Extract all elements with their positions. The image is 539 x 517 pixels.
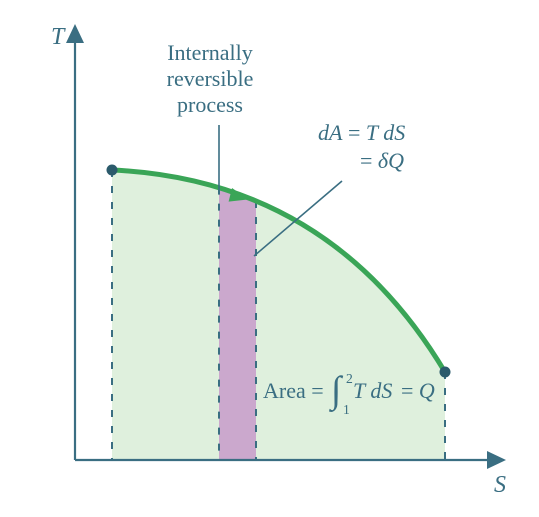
y-axis-label: T xyxy=(51,24,66,50)
differential-strip xyxy=(219,188,256,460)
svg-text:Area =: Area = xyxy=(263,378,324,403)
process-label-line3: process xyxy=(177,92,243,117)
svg-text:2: 2 xyxy=(346,371,353,386)
process-label-line2: reversible xyxy=(167,66,254,91)
ts-diagram: T S Internally reversible process dA = T… xyxy=(0,0,539,517)
dA-formula-line1: dA = T dS xyxy=(318,120,405,145)
state-point-1 xyxy=(107,165,118,176)
x-axis-label: S xyxy=(494,472,506,498)
dA-formula-line2: = δQ xyxy=(360,148,404,173)
state-point-2 xyxy=(440,367,451,378)
svg-text:1: 1 xyxy=(343,402,350,417)
svg-text:= Q: = Q xyxy=(401,378,435,403)
process-label-line1: Internally xyxy=(167,40,253,65)
svg-text:T dS: T dS xyxy=(353,378,392,403)
